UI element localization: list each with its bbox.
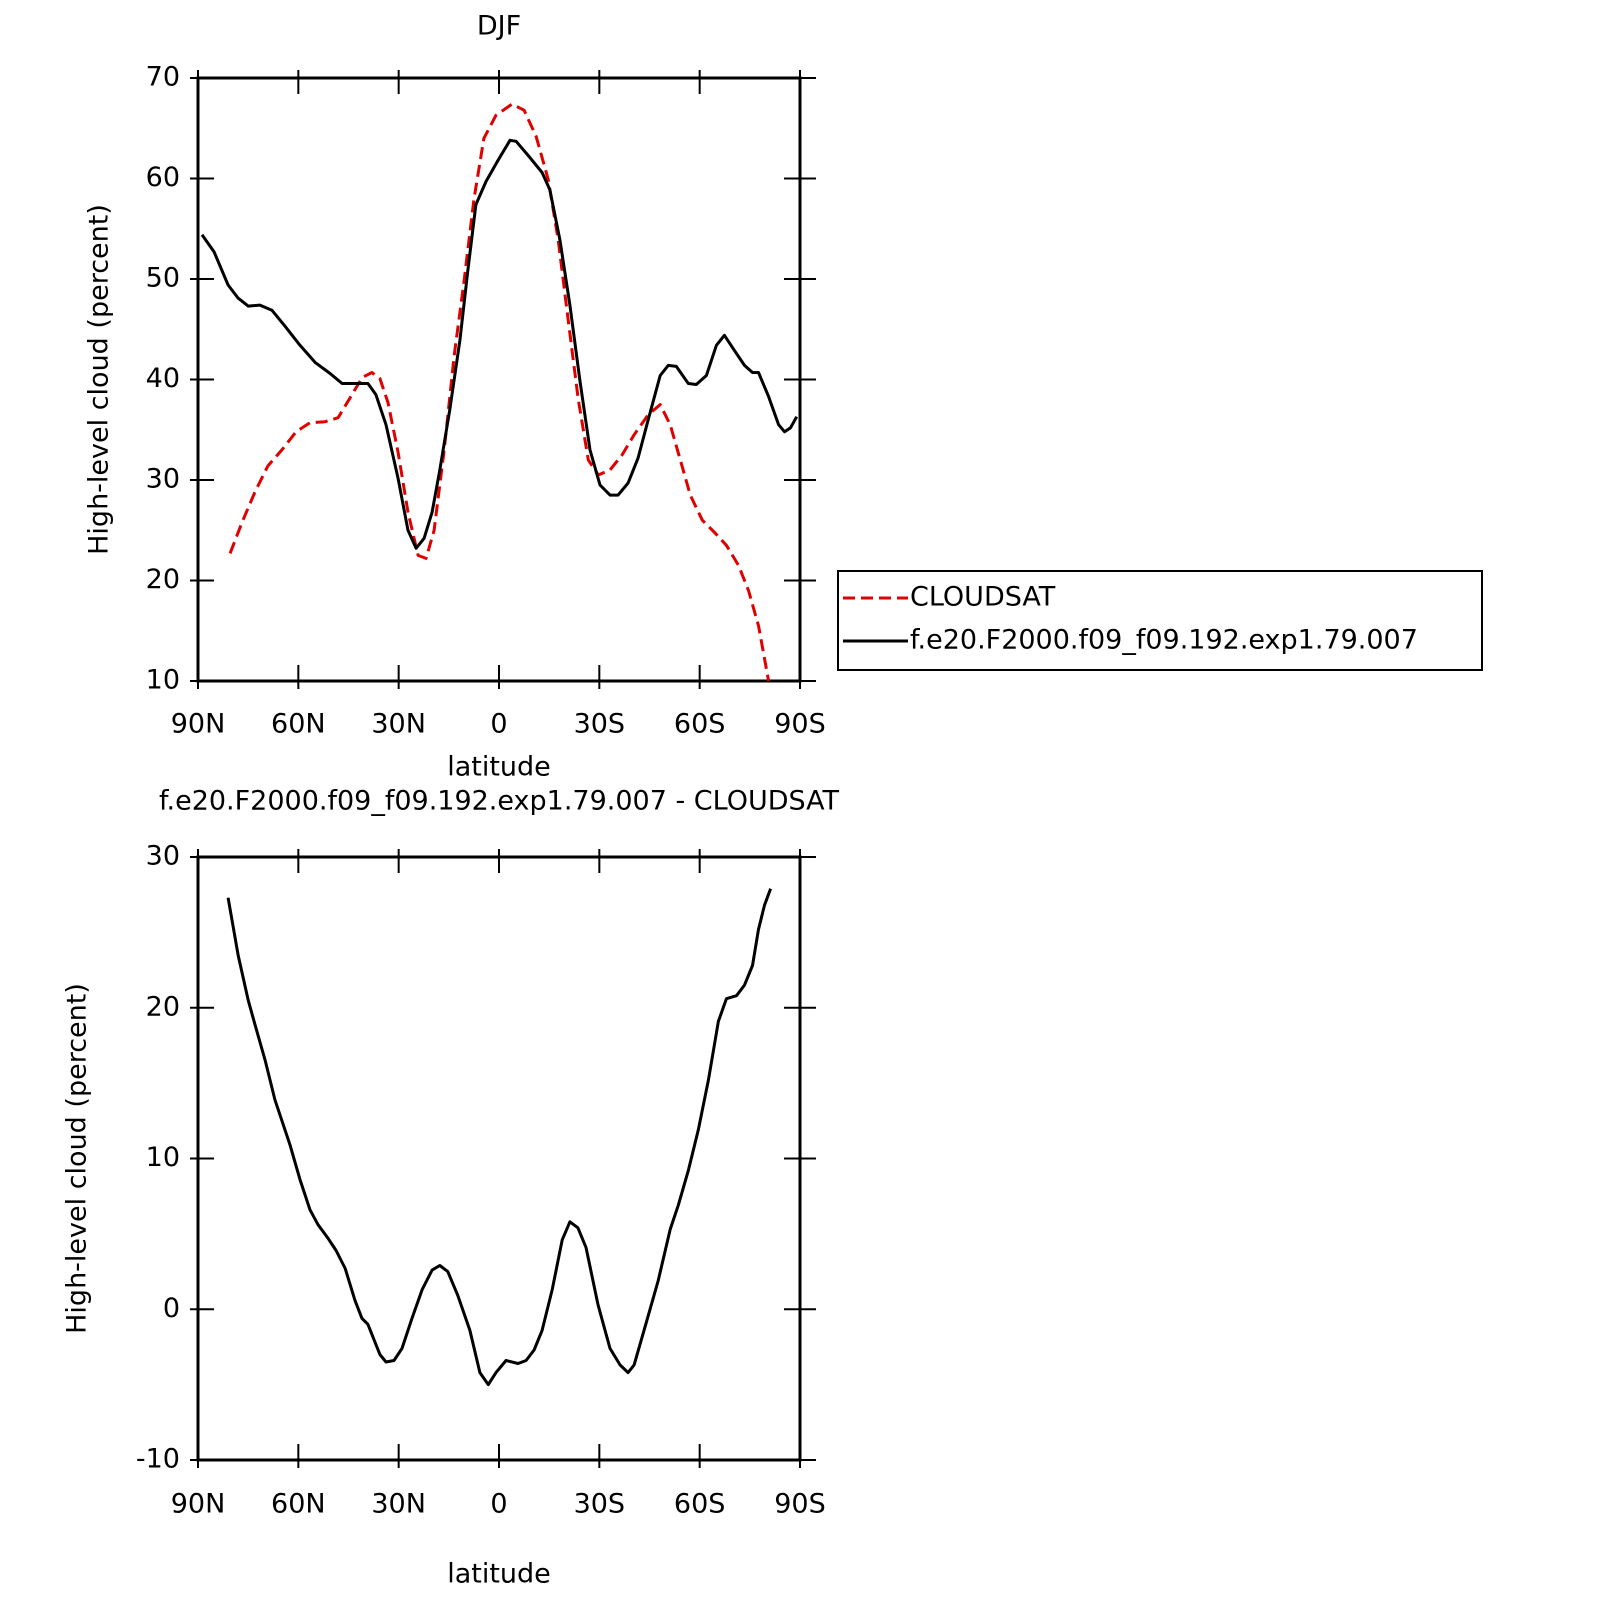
legend: CLOUDSAT f.e20.F2000.f09_f09.192.exp1.79.… [837,570,1483,671]
plot-frame [196,76,802,683]
x-axis-label: latitude [447,752,551,783]
x-tick-label: 60S [674,709,726,740]
y-tick-label: 10 [146,665,180,696]
x-tick-label: 90N [171,709,226,740]
y-tick-label: 70 [146,62,180,93]
x-tick-label: 30N [371,709,426,740]
y-tick-label: 20 [146,564,180,595]
y-tick-label: 30 [146,841,180,872]
legend-box [837,570,1483,671]
legend-label: CLOUDSAT [910,582,1056,613]
data-line [228,102,771,682]
y-tick-label: 20 [146,991,180,1022]
data-line [226,888,773,1387]
x-tick-label: 90N [171,1489,226,1520]
x-tick-label: 0 [490,709,507,740]
x-axis-label: latitude [447,1559,551,1590]
x-tick-label: 60S [674,1489,726,1520]
y-tick-label: 60 [146,162,180,193]
x-tick-label: 30S [574,709,626,740]
x-tick-label: 30N [371,1489,426,1520]
chart-title: f.e20.F2000.f09_f09.192.exp1.79.007 - CL… [159,786,840,817]
data-line [200,138,799,550]
chart-title: DJF [477,11,521,42]
y-axis-label: High-level cloud (percent) [84,204,115,555]
y-tick-label: 10 [146,1142,180,1173]
x-tick-label: 60N [271,1489,326,1520]
x-tick-label: 60N [271,709,326,740]
x-tick-label: 90S [774,1489,826,1520]
y-tick-label: 50 [146,263,180,294]
y-tick-label: 0 [163,1293,180,1324]
y-tick-label: -10 [136,1444,180,1475]
x-tick-label: 30S [574,1489,626,1520]
x-tick-label: 0 [490,1489,507,1520]
x-tick-label: 90S [774,709,826,740]
y-tick-label: 40 [146,363,180,394]
y-axis-label: High-level cloud (percent) [62,983,93,1334]
y-tick-label: 30 [146,464,180,495]
legend-label: f.e20.F2000.f09_f09.192.exp1.79.007 [910,625,1418,656]
